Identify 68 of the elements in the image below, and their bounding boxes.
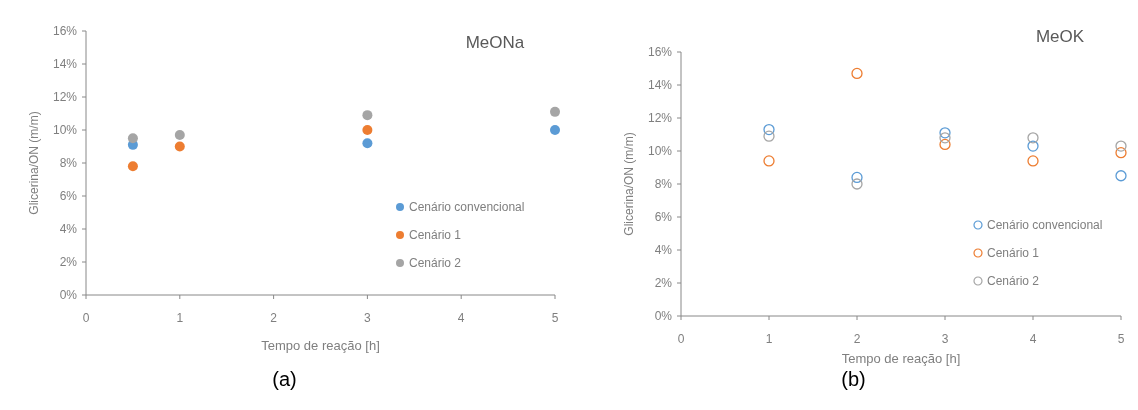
point bbox=[1115, 147, 1127, 159]
y-tick-label: 0% bbox=[59, 288, 78, 303]
point bbox=[550, 125, 560, 135]
y-tick-label: 14% bbox=[52, 57, 78, 72]
y-tick-label: 10% bbox=[52, 123, 78, 138]
x-tick-label: 2 bbox=[853, 332, 861, 346]
y-tick-label: 12% bbox=[52, 90, 78, 105]
x-tick-label: 5 bbox=[1117, 332, 1125, 346]
x-tick-label: 0 bbox=[82, 311, 90, 325]
point bbox=[362, 138, 373, 149]
point bbox=[362, 110, 373, 121]
point bbox=[550, 106, 560, 117]
x-tick-label: 5 bbox=[551, 311, 559, 325]
legend-label: Cenário 1 bbox=[987, 246, 1040, 261]
point bbox=[174, 129, 185, 140]
point bbox=[127, 133, 138, 144]
x-axis-title: Tempo de reação [h] bbox=[261, 338, 380, 353]
y-tick-label: 2% bbox=[59, 255, 78, 270]
legend-label: Cenário 1 bbox=[409, 228, 462, 243]
y-tick-label: 14% bbox=[647, 78, 673, 93]
y-tick-label: 8% bbox=[59, 156, 78, 171]
y-tick-label: 10% bbox=[647, 144, 673, 159]
point bbox=[763, 123, 775, 136]
point bbox=[763, 155, 775, 167]
point bbox=[939, 138, 951, 151]
y-tick-label: 6% bbox=[59, 189, 78, 204]
y-tick-label: 6% bbox=[654, 210, 673, 225]
y-tick-label: 16% bbox=[647, 45, 673, 60]
point bbox=[362, 125, 373, 135]
chart-title: MeOK bbox=[1035, 27, 1085, 46]
x-axis-title: Tempo de reação [h] bbox=[841, 351, 961, 366]
legend-label: Cenário convencional bbox=[987, 218, 1103, 233]
y-tick-label: 4% bbox=[654, 243, 673, 258]
point bbox=[851, 171, 863, 184]
point bbox=[1027, 155, 1039, 167]
point bbox=[851, 178, 863, 190]
x-tick-label: 1 bbox=[176, 311, 184, 325]
y-tick-label: 12% bbox=[647, 111, 673, 126]
x-tick-label: 4 bbox=[1029, 332, 1037, 346]
text: (b) bbox=[841, 368, 866, 390]
point bbox=[851, 67, 863, 80]
text: (a) bbox=[272, 368, 297, 390]
x-tick-label: 2 bbox=[270, 311, 278, 325]
x-tick-label: 4 bbox=[457, 311, 465, 325]
y-tick-label: 0% bbox=[654, 309, 673, 324]
point bbox=[174, 141, 185, 152]
point bbox=[1115, 170, 1127, 182]
point bbox=[1027, 132, 1039, 144]
y-tick-label: 16% bbox=[52, 24, 78, 39]
x-tick-label: 3 bbox=[941, 332, 949, 346]
y-axis-title: Glicerina/ON (m/m) bbox=[27, 111, 41, 215]
point bbox=[1027, 140, 1039, 152]
x-tick-label: 3 bbox=[364, 311, 372, 325]
point bbox=[939, 132, 951, 144]
x-tick-label: 1 bbox=[765, 332, 773, 346]
chart-title: MeONa bbox=[465, 33, 525, 52]
legend-label: Cenário convencional bbox=[409, 200, 525, 215]
point bbox=[939, 127, 951, 139]
y-axis-title: Glicerina/ON (m/m) bbox=[622, 132, 636, 236]
y-tick-label: 4% bbox=[59, 222, 78, 237]
point bbox=[127, 161, 138, 172]
legend-label: Cenário 2 bbox=[409, 256, 462, 271]
point bbox=[1115, 140, 1127, 152]
x-tick-label: 0 bbox=[677, 332, 685, 346]
y-tick-label: 8% bbox=[654, 177, 673, 192]
point bbox=[763, 130, 775, 142]
legend-label: Cenário 2 bbox=[987, 274, 1040, 289]
y-tick-label: 2% bbox=[654, 276, 673, 291]
